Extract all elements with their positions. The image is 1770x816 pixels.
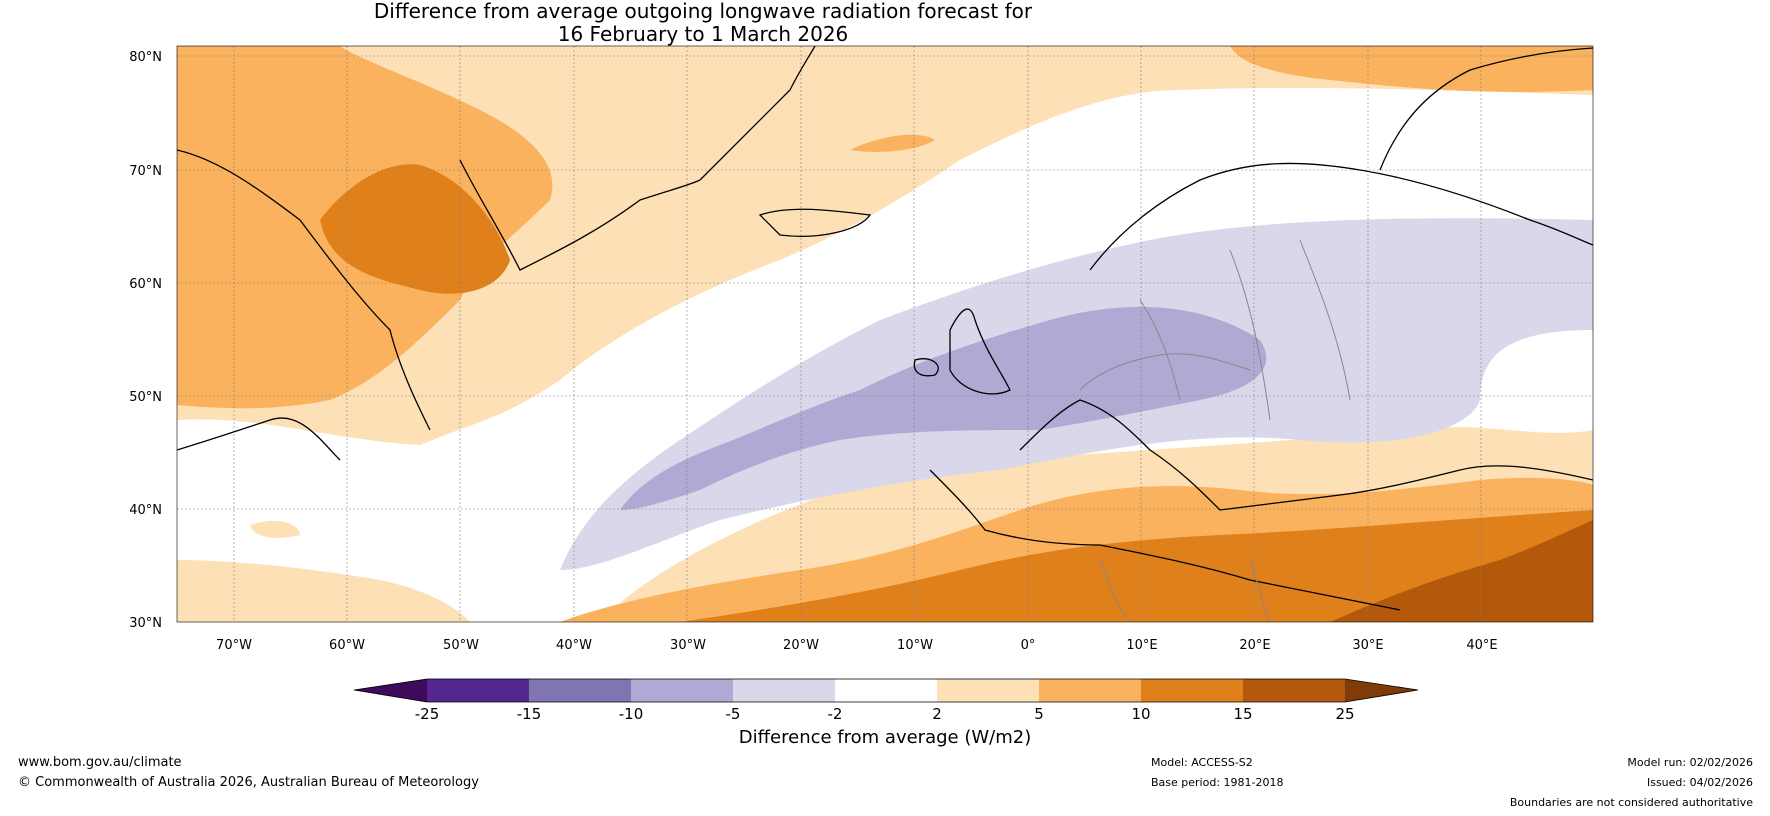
colorbar-max-extend bbox=[1345, 679, 1418, 702]
colorbar-min-extend bbox=[354, 679, 427, 702]
lon-label-0: 0° bbox=[1021, 638, 1036, 653]
colorbar-tick-10: 10 bbox=[1131, 705, 1150, 723]
lon-label-60w: 60°W bbox=[329, 638, 365, 653]
lon-label-10e: 10°E bbox=[1126, 638, 1157, 653]
map-frame bbox=[176, 45, 1594, 623]
anomaly-band-southwest bbox=[177, 560, 470, 622]
colorbar-title: Difference from average (W/m2) bbox=[738, 727, 1032, 748]
footer-base-period: Base period: 1981-2018 bbox=[1151, 776, 1284, 789]
colorbar-swatch-m15-m10 bbox=[529, 679, 631, 702]
anomaly-band-orange-north-east bbox=[1230, 46, 1593, 92]
lat-label-70n: 70°N bbox=[129, 164, 162, 179]
colorbar-tick-m10: -10 bbox=[619, 705, 644, 723]
colorbar-swatch-m2-2 bbox=[835, 679, 937, 702]
colorbar-swatch-m5-m2 bbox=[733, 679, 835, 702]
colorbar-tick-5: 5 bbox=[1034, 705, 1044, 723]
lon-label-40w: 40°W bbox=[556, 638, 592, 653]
longitude-labels: 70°W 60°W 50°W 40°W 30°W 20°W 10°W 0° 10… bbox=[216, 638, 1498, 653]
anomaly-band-orange-deep-greenland bbox=[320, 164, 510, 294]
colorbar-tick-m15: -15 bbox=[517, 705, 542, 723]
title-line-2: 16 February to 1 March 2026 bbox=[557, 22, 849, 46]
colorbar-swatch-2-5 bbox=[937, 679, 1039, 702]
colorbar-swatch-5-10 bbox=[1039, 679, 1141, 702]
coastlines bbox=[177, 46, 1593, 611]
lon-label-50w: 50°W bbox=[443, 638, 479, 653]
map-title: Difference from average outgoing longwav… bbox=[0, 0, 1406, 46]
footer-disclaimer: Boundaries are not considered authoritat… bbox=[1509, 796, 1753, 809]
colorbar-swatch-m10-m5 bbox=[631, 679, 733, 702]
footer-copyright: © Commonwealth of Australia 2026, Austra… bbox=[18, 775, 479, 790]
colorbar-tick-m25: -25 bbox=[415, 705, 440, 723]
colorbar-swatch-15-25 bbox=[1243, 679, 1345, 702]
anomaly-band-orange-north-africa bbox=[680, 510, 1593, 622]
anomaly-band-mid-purple bbox=[620, 306, 1267, 510]
colorbar-tick-m2: -2 bbox=[828, 705, 843, 723]
lon-label-20e: 20°E bbox=[1239, 638, 1270, 653]
country-borders bbox=[1079, 239, 1351, 622]
title-line-1: Difference from average outgoing longwav… bbox=[373, 0, 1033, 23]
footer-model: Model: ACCESS-S2 bbox=[1151, 756, 1253, 769]
colorbar: -25 -15 -10 -5 -2 2 5 10 15 25 bbox=[353, 678, 1419, 723]
colorbar-tick-m5: -5 bbox=[726, 705, 741, 723]
footer-website: www.bom.gov.au/climate bbox=[18, 755, 182, 770]
footer-issued: Issued: 04/02/2026 bbox=[1646, 776, 1753, 789]
colorbar-outline bbox=[353, 678, 1419, 703]
footer-model-run: Model run: 02/02/2026 bbox=[1627, 756, 1753, 769]
lon-label-20w: 20°W bbox=[783, 638, 819, 653]
lat-label-40n: 40°N bbox=[129, 503, 162, 518]
lon-label-30e: 30°E bbox=[1352, 638, 1383, 653]
colorbar-swatch-m25-m15 bbox=[427, 679, 529, 702]
lon-label-40e: 40°E bbox=[1466, 638, 1497, 653]
latitude-labels: 80°N 70°N 60°N 50°N 40°N 30°N bbox=[129, 50, 162, 631]
anomaly-band-brown-middle-east bbox=[1330, 520, 1593, 622]
lat-label-60n: 60°N bbox=[129, 277, 162, 292]
lat-label-80n: 80°N bbox=[129, 50, 162, 65]
lon-label-70w: 70°W bbox=[216, 638, 252, 653]
map-area bbox=[177, 46, 1593, 622]
anomaly-patch-orange-west bbox=[250, 520, 300, 538]
colorbar-swatch-10-15 bbox=[1141, 679, 1243, 702]
lon-label-10w: 10°W bbox=[897, 638, 933, 653]
colorbar-tick-15: 15 bbox=[1233, 705, 1252, 723]
lat-label-50n: 50°N bbox=[129, 390, 162, 405]
lon-label-30w: 30°W bbox=[670, 638, 706, 653]
colorbar-tick-25: 25 bbox=[1335, 705, 1354, 723]
colorbar-tick-2: 2 bbox=[932, 705, 942, 723]
lat-label-30n: 30°N bbox=[129, 616, 162, 631]
